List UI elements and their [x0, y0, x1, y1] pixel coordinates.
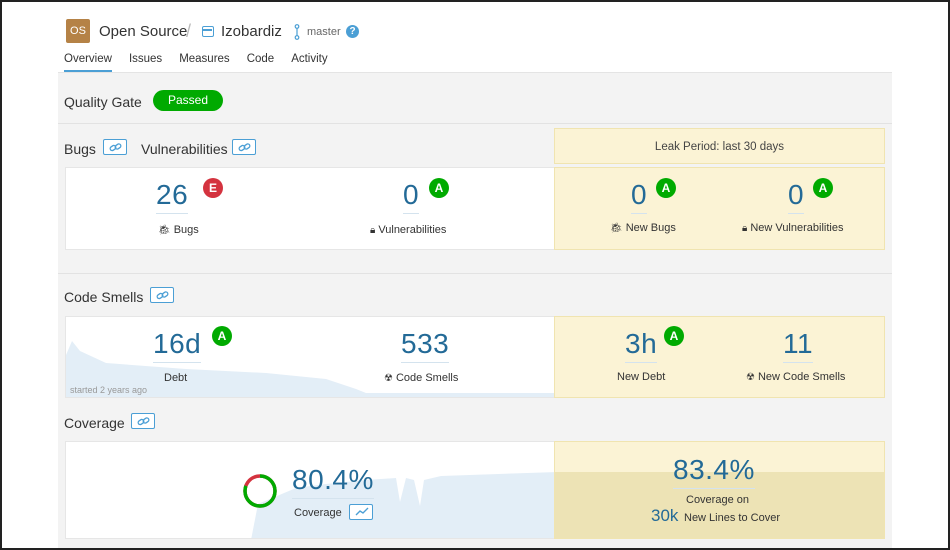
bug-icon: 🐞︎ [610, 223, 623, 234]
new-debt-value[interactable]: 3h [625, 328, 658, 363]
coverage-link-icon[interactable] [131, 413, 155, 429]
new-lines-to-cover-label: New Lines to Cover [684, 512, 780, 524]
debt-rating-badge[interactable]: A [212, 326, 232, 346]
new-debt-rating-badge[interactable]: A [664, 326, 684, 346]
new-lines-to-cover-value[interactable]: 30k [651, 506, 679, 525]
debt-value[interactable]: 16d [153, 328, 202, 363]
bugs-label: 🐞︎ Bugs [158, 224, 199, 236]
coverage-section-title: Coverage [64, 415, 125, 431]
radiation-icon: ☢︎ [384, 373, 393, 384]
branch-name[interactable]: master [307, 26, 341, 38]
history-start-note: started 2 years ago [70, 385, 148, 395]
quality-gate-status-badge[interactable]: Passed [153, 90, 224, 111]
breadcrumb-separator: / [186, 21, 192, 41]
new-bugs-label: 🐞︎ New Bugs [610, 222, 676, 234]
coverage-history-sparkline [251, 472, 554, 538]
quality-gate-label: Quality Gate [64, 94, 142, 110]
code-smells-label: ☢︎ Code Smells [384, 372, 459, 384]
coverage-value[interactable]: 80.4% [292, 464, 374, 499]
organization-avatar[interactable]: OS [66, 19, 90, 43]
bugs-link-icon[interactable] [103, 139, 127, 155]
leak-period-header: Leak Period: last 30 days [554, 128, 885, 164]
vulnerabilities-link-icon[interactable] [232, 139, 256, 155]
vulnerabilities-rating-badge[interactable]: A [429, 178, 449, 198]
divider [58, 273, 892, 274]
new-vulnerabilities-label: 🔒︎ New Vulnerabilities [742, 222, 844, 234]
coverage-donut-chart [243, 474, 277, 508]
coverage-trend-icon[interactable] [349, 504, 373, 520]
coverage-card: 80.4% Coverage [65, 441, 555, 539]
code-smells-link-icon[interactable] [150, 287, 174, 303]
debt-history-sparkline [66, 341, 554, 397]
new-bugs-value[interactable]: 0 [631, 179, 648, 214]
bugs-rating-badge[interactable]: E [203, 178, 223, 198]
new-vulnerabilities-value[interactable]: 0 [788, 179, 805, 214]
question-circle-icon[interactable]: ? [346, 25, 359, 38]
vulnerabilities-label: 🔒︎ Vulnerabilities [370, 224, 447, 236]
code-smells-card: 16d A Debt started 2 years ago 533 ☢︎ Cod… [65, 316, 555, 398]
bugs-section-title: Bugs [64, 141, 96, 157]
new-vulnerabilities-rating-badge[interactable]: A [813, 178, 833, 198]
project-name[interactable]: Izobardiz [221, 23, 282, 40]
vulnerabilities-section-title: Vulnerabilities [141, 141, 228, 157]
project-icon [202, 26, 214, 37]
new-coverage-value[interactable]: 83.4% [673, 454, 755, 489]
leak-code-smells-card: 3h A New Debt 11 ☢︎ New Code Smells [554, 316, 885, 398]
new-coverage-label: Coverage on [686, 494, 749, 506]
leak-coverage-card: 83.4% Coverage on 30k New Lines to Cover [554, 441, 885, 539]
new-debt-label: New Debt [617, 371, 666, 383]
code-smells-section-title: Code Smells [64, 289, 144, 305]
bugs-value[interactable]: 26 [156, 179, 189, 214]
project-header: OS Open Source / Izobardiz master ? Over… [64, 16, 888, 74]
lock-icon: 🔒︎ [742, 223, 748, 234]
tab-measures[interactable]: Measures [179, 53, 230, 65]
overview-page: Quality Gate Passed Bugs Vulnerabilities… [58, 72, 892, 548]
bugs-vulnerabilities-card: 26 E 🐞︎ Bugs 0 A 🔒︎ Vulnerabilities [65, 167, 555, 250]
new-code-smells-label: ☢︎ New Code Smells [746, 371, 846, 383]
vulnerabilities-value[interactable]: 0 [403, 179, 420, 214]
divider [58, 123, 892, 124]
tab-overview[interactable]: Overview [64, 53, 112, 72]
debt-label: Debt [164, 372, 188, 384]
bug-icon: 🐞︎ [158, 225, 171, 236]
branch-icon [294, 24, 300, 40]
tab-issues[interactable]: Issues [128, 53, 163, 65]
new-bugs-rating-badge[interactable]: A [656, 178, 676, 198]
leak-bugs-card: 0 A 🐞︎ New Bugs 0 A 🔒︎ New Vulnerabilities [554, 167, 885, 250]
new-code-smells-value[interactable]: 11 [783, 328, 814, 363]
lock-icon: 🔒︎ [370, 225, 376, 236]
code-smells-value[interactable]: 533 [401, 328, 450, 363]
new-coverage-sparkline [555, 472, 884, 538]
coverage-label: Coverage [294, 507, 342, 519]
tab-activity[interactable]: Activity [291, 53, 328, 65]
tab-code[interactable]: Code [246, 53, 275, 65]
radiation-icon: ☢︎ [746, 372, 755, 383]
project-nav-tabs: Overview Issues Measures Code Activity [64, 53, 328, 72]
organization-name[interactable]: Open Source [99, 23, 188, 40]
